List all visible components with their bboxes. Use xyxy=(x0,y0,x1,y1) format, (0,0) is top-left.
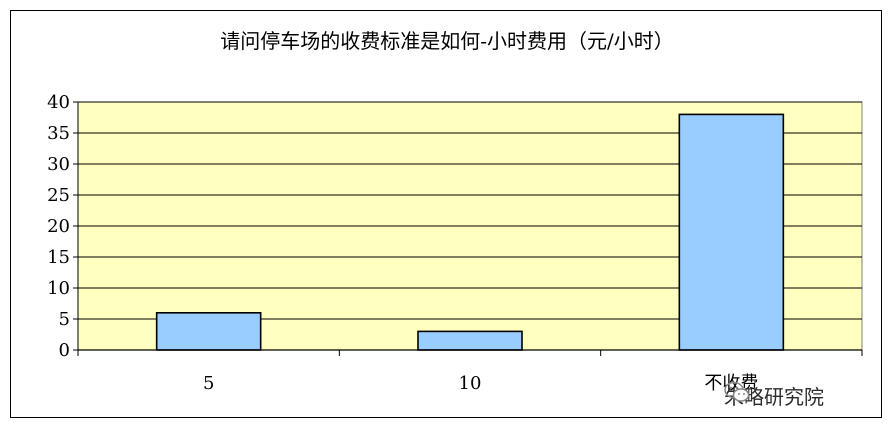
x-axis-ticks: 5 10 不收费 xyxy=(77,349,863,394)
y-tick-label: 40 xyxy=(47,92,70,113)
y-tick-label: 0 xyxy=(59,340,70,361)
x-tick-label: 10 xyxy=(459,373,482,394)
y-tick-label: 15 xyxy=(47,247,70,268)
bar xyxy=(417,330,523,351)
bars xyxy=(155,113,785,351)
watermark: 朱略研究院 xyxy=(724,381,824,410)
y-tick-label: 20 xyxy=(47,216,70,237)
bar xyxy=(678,113,785,351)
wechat-icon xyxy=(724,381,750,402)
y-tick-label: 10 xyxy=(47,278,70,299)
y-tick-label: 25 xyxy=(47,185,70,206)
y-tick-label: 30 xyxy=(47,154,70,175)
chart-title: 请问停车场的收费标准是如何-小时费用（元/小时） xyxy=(220,29,674,53)
y-axis-ticks: 0 5 10 15 20 25 30 35 40 xyxy=(47,92,79,361)
x-tick-label: 5 xyxy=(203,373,214,394)
y-tick-label: 5 xyxy=(59,309,70,330)
bar xyxy=(155,311,262,351)
y-tick-label: 35 xyxy=(47,123,70,144)
